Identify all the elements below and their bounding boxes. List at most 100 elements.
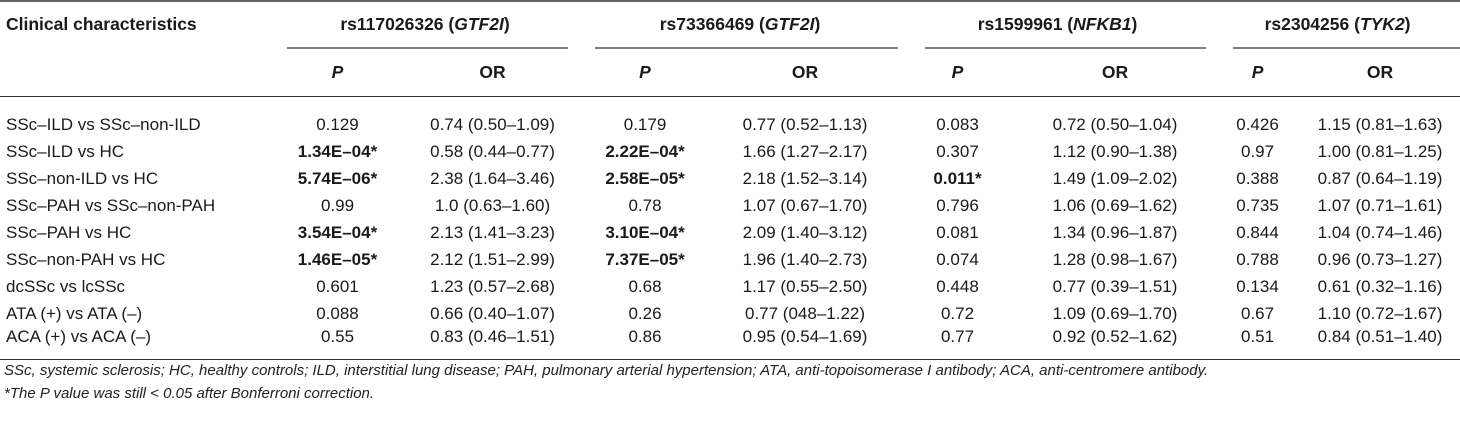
header-or: OR	[710, 48, 901, 97]
header-clinical-characteristics: Clinical characteristics	[6, 13, 197, 34]
p-value-cell: 7.37E–05*	[605, 249, 685, 269]
table-row: SSc–non-PAH vs HC 1.46E–05* 2.12 (1.51–2.9…	[0, 246, 1460, 273]
p-value-cell: 0.307	[936, 141, 979, 161]
odds-ratio-cell: 0.84 (0.51–1.40)	[1300, 327, 1460, 360]
row-label: ATA (+) vs ATA (–)	[6, 303, 143, 323]
header-p: P	[900, 48, 1016, 97]
row-label: SSc–ILD vs HC	[6, 141, 125, 161]
p-value-cell: 0.179	[623, 114, 667, 134]
p-value-cell: 0.99	[320, 195, 355, 215]
table-row: ACA (+) vs ACA (–) 0.55 0.83 (0.46–1.51) 0.…	[0, 327, 1460, 360]
p-value-cell: 0.788	[1236, 249, 1279, 269]
p-value-cell: 0.78	[628, 195, 662, 215]
p-value-cell: 0.129	[316, 114, 359, 134]
odds-ratio-cell: 1.07 (0.71–1.61)	[1317, 195, 1443, 215]
odds-ratio-cell: 1.09 (0.69–1.70)	[1052, 303, 1178, 323]
row-label: SSc–ILD vs SSc–non-ILD	[6, 114, 201, 134]
odds-ratio-cell: 0.58 (0.44–0.77)	[430, 141, 555, 161]
odds-ratio-cell: 2.09 (1.40–3.12)	[742, 222, 868, 242]
odds-ratio-cell: 0.77 (048–1.22)	[744, 303, 866, 323]
table-row: dcSSc vs lcSSc 0.601 1.23 (0.57–2.68) 0.68 1…	[0, 273, 1460, 300]
odds-ratio-cell: 0.72 (0.50–1.04)	[1052, 114, 1178, 134]
odds-ratio-cell: 1.66 (1.27–2.17)	[742, 141, 868, 161]
odds-ratio-cell: 1.06 (0.69–1.62)	[1052, 195, 1178, 215]
header-snp-group-2: rs73366469 (GTF2I)	[659, 13, 821, 34]
p-value-cell: 0.134	[1236, 276, 1279, 296]
table-row: ATA (+) vs ATA (–) 0.088 0.66 (0.40–1.07) 0…	[0, 300, 1460, 327]
p-value-cell: 0.55	[270, 327, 405, 360]
row-label: SSc–PAH vs HC	[6, 222, 132, 242]
odds-ratio-cell: 0.77 (0.52–1.13)	[742, 114, 868, 134]
row-label: ACA (+) vs ACA (–)	[0, 327, 270, 360]
odds-ratio-cell: 0.95 (0.54–1.69)	[710, 327, 901, 360]
odds-ratio-cell: 1.23 (0.57–2.68)	[430, 276, 555, 296]
odds-ratio-cell: 1.96 (1.40–2.73)	[742, 249, 868, 269]
p-value-cell: 0.86	[580, 327, 711, 360]
odds-ratio-cell: 1.15 (0.81–1.63)	[1317, 114, 1443, 134]
odds-ratio-cell: 1.10 (0.72–1.67)	[1317, 303, 1443, 323]
p-value-cell: 0.844	[1236, 222, 1279, 242]
p-value-cell: 1.46E–05*	[297, 249, 378, 269]
header-blank	[0, 48, 270, 97]
odds-ratio-cell: 1.12 (0.90–1.38)	[1052, 141, 1178, 161]
odds-ratio-cell: 1.0 (0.63–1.60)	[434, 195, 551, 215]
p-value-cell: 2.58E–05*	[605, 168, 685, 188]
odds-ratio-cell: 0.83 (0.46–1.51)	[405, 327, 581, 360]
header-snp-group-3: rs1599961 (NFKB1)	[977, 13, 1138, 34]
table-row: SSc–PAH vs HC 3.54E–04* 2.13 (1.41–3.23) 3.…	[0, 219, 1460, 246]
p-value-cell: 0.083	[936, 114, 979, 134]
odds-ratio-cell: 1.00 (0.81–1.25)	[1317, 141, 1443, 161]
row-label: dcSSc vs lcSSc	[6, 276, 126, 296]
odds-ratio-cell: 0.66 (0.40–1.07)	[430, 303, 555, 323]
p-value-cell: 0.074	[936, 249, 979, 269]
odds-ratio-cell: 0.87 (0.64–1.19)	[1317, 168, 1443, 188]
table-row: SSc–ILD vs SSc–non-ILD 0.129 0.74 (0.50–1.…	[0, 97, 1460, 139]
odds-ratio-cell: 1.28 (0.98–1.67)	[1052, 249, 1178, 269]
row-label: SSc–non-ILD vs HC	[6, 168, 159, 188]
odds-ratio-cell: 1.04 (0.74–1.46)	[1317, 222, 1443, 242]
header-p: P	[270, 48, 405, 97]
odds-ratio-cell: 0.77 (0.39–1.51)	[1052, 276, 1178, 296]
p-value-cell: 0.67	[1240, 303, 1275, 323]
p-value-cell: 0.448	[936, 276, 979, 296]
header-snp-group-1: rs117026326 (GTF2I)	[340, 13, 510, 34]
p-value-cell: 1.34E–04*	[297, 141, 378, 161]
header-or: OR	[405, 48, 581, 97]
p-value-cell: 0.735	[1236, 195, 1279, 215]
p-value-cell: 3.10E–04*	[605, 222, 685, 242]
header-or: OR	[1300, 48, 1460, 97]
header-snp-group-4: rs2304256 (TYK2)	[1264, 13, 1411, 34]
p-value-cell: 5.74E–06*	[297, 168, 378, 188]
p-value-cell: 0.51	[1215, 327, 1301, 360]
p-value-cell: 0.601	[316, 276, 359, 296]
odds-ratio-cell: 1.07 (0.67–1.70)	[742, 195, 868, 215]
odds-ratio-cell: 0.61 (0.32–1.16)	[1317, 276, 1443, 296]
p-value-cell: 0.26	[628, 303, 662, 323]
p-value-cell: 3.54E–04*	[297, 222, 378, 242]
table-row: SSc–ILD vs HC 1.34E–04* 0.58 (0.44–0.77) 2.…	[0, 138, 1460, 165]
footnote-bonferroni: *The P value was still < 0.05 after Bonf…	[4, 385, 375, 402]
row-label: SSc–PAH vs SSc–non-PAH	[6, 195, 216, 215]
p-value-cell: 0.72	[940, 303, 975, 323]
p-value-cell: 0.011*	[933, 168, 982, 188]
table-body: SSc–ILD vs SSc–non-ILD 0.129 0.74 (0.50–1.…	[0, 97, 1460, 360]
table-row: SSc–PAH vs SSc–non-PAH 0.99 1.0 (0.63–1.60…	[0, 192, 1460, 219]
odds-ratio-cell: 1.17 (0.55–2.50)	[742, 276, 868, 296]
odds-ratio-cell: 1.34 (0.96–1.87)	[1052, 222, 1178, 242]
row-label: SSc–non-PAH vs HC	[6, 249, 166, 269]
odds-ratio-cell: 2.38 (1.64–3.46)	[430, 168, 555, 188]
p-value-cell: 0.088	[316, 303, 359, 323]
odds-ratio-cell: 0.92 (0.52–1.62)	[1015, 327, 1216, 360]
p-value-cell: 2.22E–04*	[605, 141, 685, 161]
odds-ratio-cell: 1.49 (1.09–2.02)	[1052, 168, 1178, 188]
header-p: P	[580, 48, 711, 97]
p-value-cell: 0.081	[936, 222, 979, 242]
p-value-cell: 0.388	[1236, 168, 1279, 188]
odds-ratio-cell: 2.13 (1.41–3.23)	[430, 222, 555, 242]
p-value-cell: 0.97	[1240, 141, 1275, 161]
odds-ratio-cell: 0.96 (0.73–1.27)	[1317, 249, 1443, 269]
results-table: Clinical characteristics rs117026326 (GT…	[0, 13, 1460, 360]
p-value-cell: 0.426	[1236, 114, 1279, 134]
footnote-abbreviations: SSc, systemic sclerosis; HC, healthy con…	[4, 362, 1209, 379]
